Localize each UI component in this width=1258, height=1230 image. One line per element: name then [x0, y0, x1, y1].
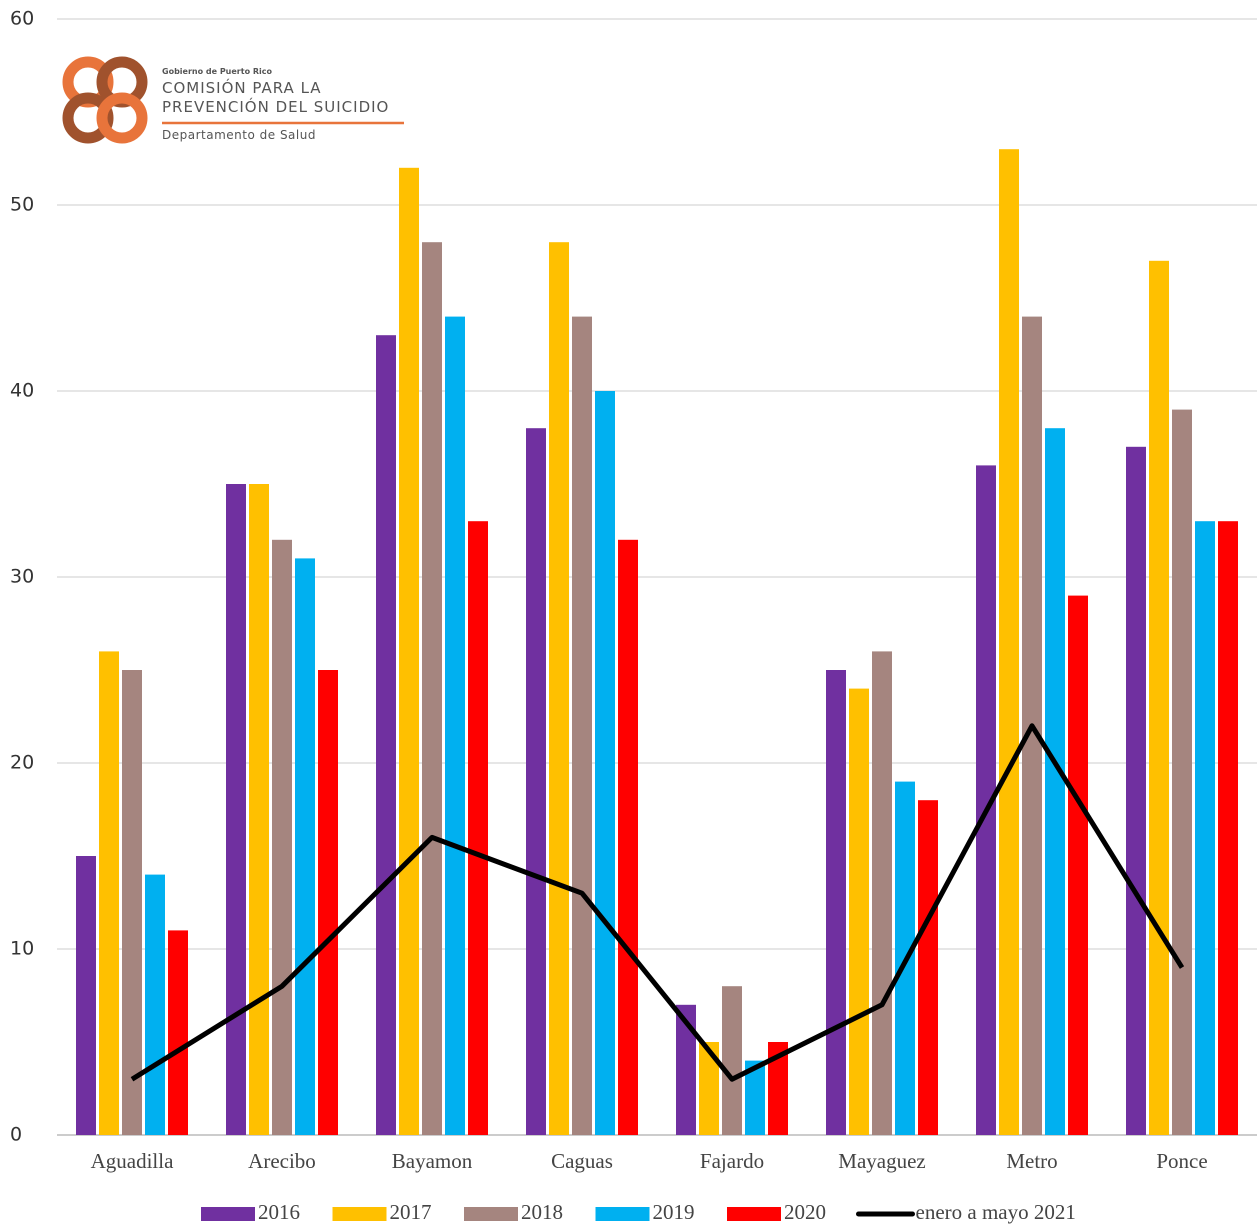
bar: [1045, 428, 1065, 1135]
y-tick-label: 30: [10, 566, 34, 588]
bar: [422, 242, 442, 1135]
logo-text: Departamento de Salud: [162, 128, 316, 142]
bar: [272, 539, 292, 1135]
x-tick-label: Arecibo: [248, 1149, 316, 1173]
bar: [295, 558, 315, 1135]
bar: [249, 484, 269, 1135]
y-tick-label: 60: [10, 8, 34, 30]
logo: Gobierno de Puerto Rico COMISIÓN PARA LA…: [62, 56, 404, 144]
x-tick-label: Mayaguez: [838, 1149, 925, 1173]
bar: [445, 316, 465, 1136]
bar: [849, 688, 869, 1135]
legend-label: enero a mayo 2021: [916, 1200, 1076, 1224]
logo-text: COMISIÓN PARA LA: [162, 78, 322, 97]
bar: [699, 1042, 719, 1135]
x-tick-label: Caguas: [551, 1149, 613, 1173]
legend-label: 2017: [390, 1200, 432, 1224]
bar: [1195, 521, 1215, 1135]
bar: [1218, 521, 1238, 1135]
logo-text: PREVENCIÓN DEL SUICIDIO: [162, 97, 389, 116]
bar: [226, 484, 246, 1135]
bar: [722, 986, 742, 1135]
y-tick-label: 20: [10, 752, 34, 774]
legend-swatch: [595, 1207, 650, 1221]
logo-text: Gobierno de Puerto Rico: [162, 67, 272, 76]
bar: [145, 874, 165, 1135]
y-tick-label: 50: [10, 194, 34, 216]
legend-label: 2019: [653, 1200, 695, 1224]
y-tick-label: 0: [10, 1124, 22, 1146]
x-tick-label: Metro: [1006, 1149, 1057, 1173]
bar: [768, 1042, 788, 1135]
x-tick-label: Fajardo: [700, 1149, 764, 1173]
bar: [526, 428, 546, 1135]
bar: [572, 316, 592, 1136]
bar: [1126, 446, 1146, 1135]
bar: [1172, 409, 1192, 1136]
bar: [376, 335, 396, 1135]
bar: [399, 167, 419, 1136]
bar: [872, 651, 892, 1135]
legend-label: 2018: [521, 1200, 563, 1224]
bar: [1149, 260, 1169, 1135]
legend-swatch: [727, 1207, 781, 1221]
x-tick-label: Ponce: [1156, 1149, 1207, 1173]
bar: [1068, 595, 1088, 1135]
bar: [549, 242, 569, 1135]
legend-swatch: [332, 1207, 387, 1221]
bar: [468, 521, 488, 1135]
legend-label: 2020: [784, 1200, 826, 1224]
y-tick-label: 10: [10, 938, 34, 960]
bar: [618, 539, 638, 1135]
bar: [976, 465, 996, 1135]
y-tick-label: 40: [10, 380, 34, 402]
bar: [595, 391, 615, 1135]
bar: [676, 1004, 696, 1135]
bar: [122, 670, 142, 1135]
bar: [745, 1060, 765, 1135]
bar: [99, 651, 119, 1135]
bar: [318, 670, 338, 1135]
bar: [999, 149, 1019, 1135]
line: [130, 723, 1185, 1082]
legend-swatch: [464, 1207, 518, 1221]
bar: [168, 930, 188, 1135]
bar: [918, 800, 938, 1135]
legend-swatch: [201, 1207, 255, 1221]
bar: [826, 670, 846, 1135]
x-tick-label: Bayamon: [392, 1149, 473, 1173]
x-tick-label: Aguadilla: [91, 1149, 174, 1173]
legend-label: 2016: [258, 1200, 300, 1224]
bar: [76, 856, 96, 1135]
